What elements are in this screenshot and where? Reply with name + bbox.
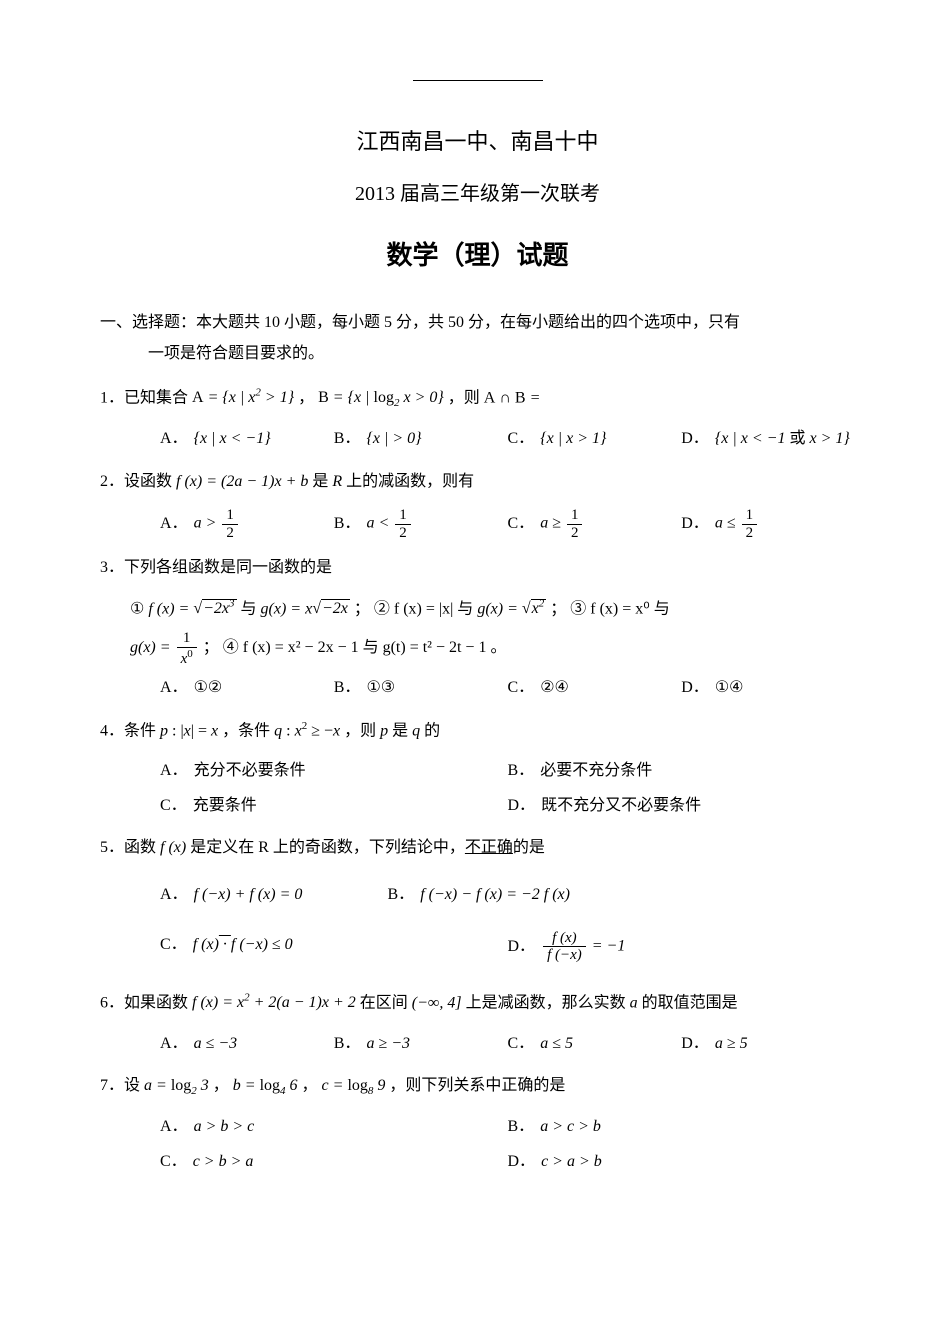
q3-choice-C: C．②④ [508, 673, 682, 703]
q2-choice-D: D．a ≤ 12 [681, 507, 855, 541]
section-line1: 一、选择题：本大题共 10 小题，每小题 5 分，共 50 分，在每小题给出的四… [100, 308, 855, 338]
q4-choice-A: A．充分不必要条件 [160, 756, 508, 786]
q4-choice-C: C．充要条件 [160, 791, 508, 821]
q6-text: 6．如果函数 f (x) = x2 + 2(a − 1)x + 2 在区间 (−… [100, 988, 855, 1019]
q1-prefix: 1．已知集合 [100, 389, 192, 406]
q5-choice-C: C．f (x) · f (−x) ≤ 0 [160, 930, 508, 964]
q1-choices: A．{x | x < −1} B．{x | > 0} C．{x | x > 1}… [100, 424, 855, 454]
q1-choice-D: D．{x | x < −1 或 x > 1} [681, 424, 855, 454]
q5-choices-row1: A．f (−x) + f (x) = 0 B．f (−x) − f (x) = … [100, 880, 855, 910]
section-line2: 一项是符合题目要求的。 [100, 339, 855, 369]
question-2: 2．设函数 f (x) = (2a − 1)x + b 是 R 上的减函数，则有… [100, 467, 855, 541]
q6-choice-C: C．a ≤ 5 [508, 1029, 682, 1059]
q7-choice-C: C．c > b > a [160, 1147, 508, 1177]
q3-options-line1: ① f (x) = −2x3 与 g(x) = x−2x ； ② f (x) =… [100, 594, 855, 625]
q3-choice-A: A．①② [160, 673, 334, 703]
q1-end: A ∩ B = [484, 389, 541, 406]
question-1: 1．已知集合 A = {x | x2 > 1} ， B = {x | log2 … [100, 383, 855, 455]
q1-setA: A = {x | x2 > 1} [192, 389, 294, 406]
q3-options-line2: g(x) = 1x0 ； ④ f (x) = x² − 2x − 1 与 g(t… [100, 630, 855, 667]
q4-text: 4．条件 p : |x| = x ，条件 q : x2 ≥ −x ，则 p 是 … [100, 716, 855, 747]
q7-choice-A: A．a > b > c [160, 1112, 508, 1142]
q2-choice-B: B．a < 12 [334, 507, 508, 541]
header-school: 江西南昌一中、南昌十中 [100, 121, 855, 163]
section-instructions: 一、选择题：本大题共 10 小题，每小题 5 分，共 50 分，在每小题给出的四… [100, 308, 855, 369]
q1-sep2: ，则 [444, 389, 484, 406]
q7-text: 7．设 a = log2 3 ， b = log4 6 ， c = log8 9… [100, 1071, 855, 1102]
header-exam: 2013 届高三年级第一次联考 [100, 175, 855, 213]
q1-choice-A: A．{x | x < −1} [160, 424, 334, 454]
q1-setB: B = {x | log2 x > 0} [318, 389, 444, 406]
q5-text: 5．函数 f (x) 是定义在 R 上的奇函数，下列结论中，不正确的是 [100, 833, 855, 863]
question-5: 5．函数 f (x) 是定义在 R 上的奇函数，下列结论中，不正确的是 A．f … [100, 833, 855, 964]
q2-choice-C: C．a ≥ 12 [508, 507, 682, 541]
question-3: 3．下列各组函数是同一函数的是 ① f (x) = −2x3 与 g(x) = … [100, 553, 855, 704]
q6-choice-D: D．a ≥ 5 [681, 1029, 855, 1059]
q5-choice-B: B．f (−x) − f (x) = −2 f (x) [388, 880, 736, 910]
q7-choices-row1: A．a > b > c B．a > c > b [100, 1112, 855, 1142]
header-subject: 数学（理）试题 [100, 231, 855, 280]
q1-sep1: ， [294, 389, 318, 406]
q3-title: 3．下列各组函数是同一函数的是 [100, 553, 855, 583]
q1-choice-C: C．{x | x > 1} [508, 424, 682, 454]
q3-choices: A．①② B．①③ C．②④ D．①④ [100, 673, 855, 703]
q4-choice-D: D．既不充分又不必要条件 [508, 791, 856, 821]
q2-choice-A: A．a > 12 [160, 507, 334, 541]
q3-choice-B: B．①③ [334, 673, 508, 703]
q1-text: 1．已知集合 A = {x | x2 > 1} ， B = {x | log2 … [100, 383, 855, 414]
q2-choices: A．a > 12 B．a < 12 C．a ≥ 12 D．a ≤ 12 [100, 507, 855, 541]
q5-underline: 不正确 [465, 839, 513, 856]
q5-choices-row2: C．f (x) · f (−x) ≤ 0 D．f (x)f (−x) = −1 [100, 930, 855, 964]
q7-choices-row2: C．c > b > a D．c > a > b [100, 1147, 855, 1177]
q1-choice-B: B．{x | > 0} [334, 424, 508, 454]
q4-choice-B: B．必要不充分条件 [508, 756, 856, 786]
q7-choice-B: B．a > c > b [508, 1112, 856, 1142]
q7-choice-D: D．c > a > b [508, 1147, 856, 1177]
question-4: 4．条件 p : |x| = x ，条件 q : x2 ≥ −x ，则 p 是 … [100, 716, 855, 822]
q6-choice-A: A．a ≤ −3 [160, 1029, 334, 1059]
q2-text: 2．设函数 f (x) = (2a − 1)x + b 是 R 上的减函数，则有 [100, 467, 855, 497]
q4-choices-row1: A．充分不必要条件 B．必要不充分条件 [100, 756, 855, 786]
q6-choice-B: B．a ≥ −3 [334, 1029, 508, 1059]
question-6: 6．如果函数 f (x) = x2 + 2(a − 1)x + 2 在区间 (−… [100, 988, 855, 1059]
q6-choices: A．a ≤ −3 B．a ≥ −3 C．a ≤ 5 D．a ≥ 5 [100, 1029, 855, 1059]
q4-choices-row2: C．充要条件 D．既不充分又不必要条件 [100, 791, 855, 821]
q3-choice-D: D．①④ [681, 673, 855, 703]
question-7: 7．设 a = log2 3 ， b = log4 6 ， c = log8 9… [100, 1071, 855, 1177]
q5-choice-D: D．f (x)f (−x) = −1 [508, 930, 856, 964]
top-rule [413, 80, 543, 81]
